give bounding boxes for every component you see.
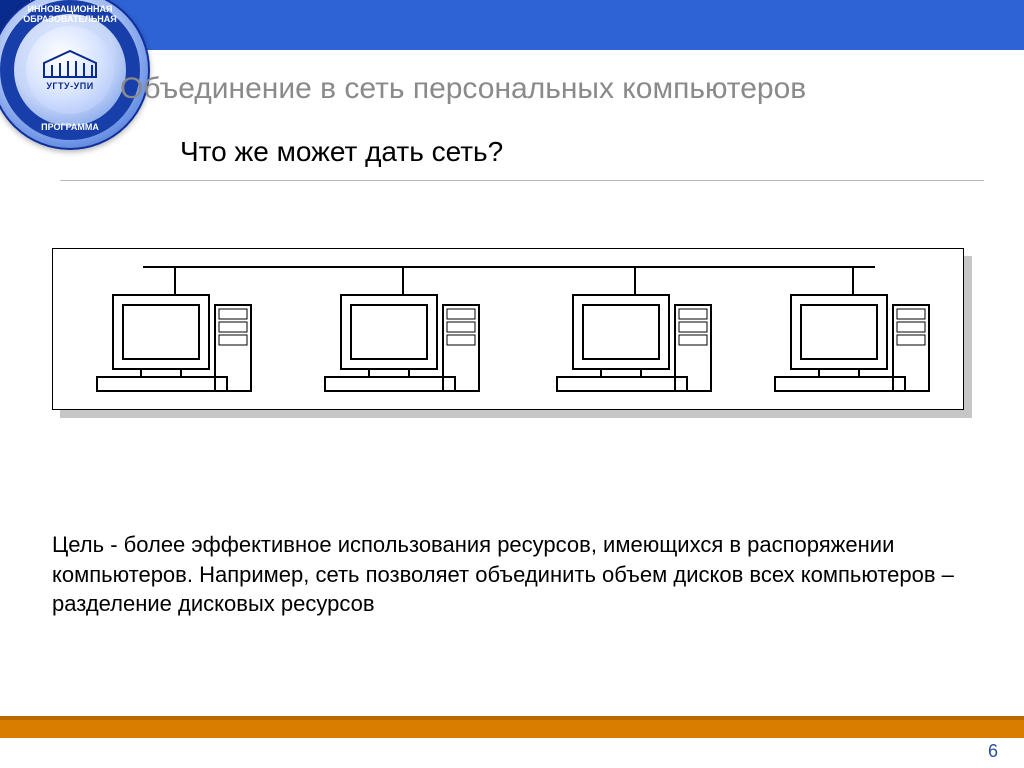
- building-icon: [40, 49, 100, 79]
- title-underline: [60, 180, 984, 181]
- slide: ИННОВАЦИОННАЯ ОБРАЗОВАТЕЛЬНАЯ ПРОГРАММА …: [0, 0, 1024, 768]
- page-number: 6: [988, 741, 998, 762]
- diagram-box: [52, 248, 964, 410]
- top-stripe-band: [0, 0, 1024, 50]
- network-diagram: [52, 248, 972, 418]
- logo-inner: УГТУ-УПИ: [26, 26, 114, 114]
- page-title: Объединение в сеть персональных компьюте…: [120, 72, 984, 106]
- body-paragraph: Цель - более эффективное использования р…: [52, 530, 972, 619]
- footer-bar: [0, 716, 1024, 738]
- footer-thick-stripe: [0, 720, 1024, 738]
- logo-ring-text-bottom: ПРОГРАММА: [0, 122, 148, 132]
- page-subtitle: Что же может дать сеть?: [180, 136, 503, 168]
- logo-ring-text-top: ИННОВАЦИОННАЯ ОБРАЗОВАТЕЛЬНАЯ: [0, 4, 148, 24]
- stripe-segment: [102, 0, 1024, 50]
- logo-ring-top-label: ИННОВАЦИОННАЯ: [27, 4, 112, 14]
- logo-ring-mid-label: ОБРАЗОВАТЕЛЬНАЯ: [23, 14, 117, 24]
- diagram-svg: [53, 249, 965, 411]
- logo-uni-label: УГТУ-УПИ: [46, 81, 93, 91]
